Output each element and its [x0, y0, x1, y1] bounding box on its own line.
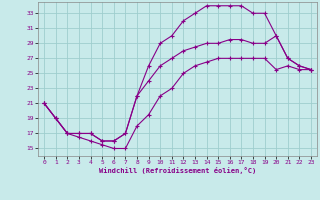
X-axis label: Windchill (Refroidissement éolien,°C): Windchill (Refroidissement éolien,°C)	[99, 167, 256, 174]
